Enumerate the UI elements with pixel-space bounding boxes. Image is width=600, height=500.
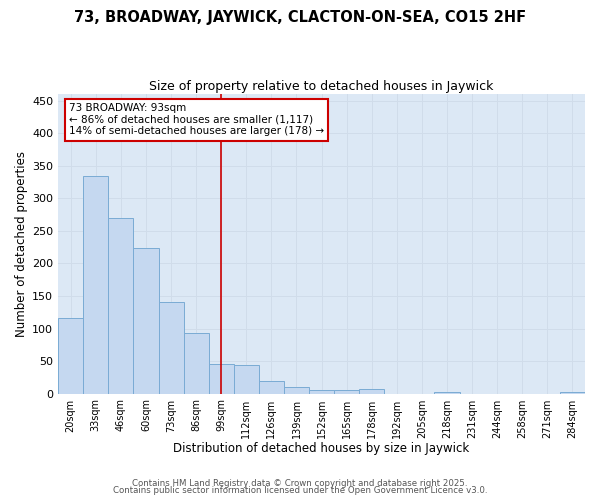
- Bar: [234, 365, 259, 394]
- Bar: [83, 176, 109, 394]
- Bar: [309, 390, 334, 394]
- Bar: [434, 392, 460, 394]
- Y-axis label: Number of detached properties: Number of detached properties: [15, 151, 28, 337]
- Text: 73 BROADWAY: 93sqm
← 86% of detached houses are smaller (1,117)
14% of semi-deta: 73 BROADWAY: 93sqm ← 86% of detached hou…: [68, 103, 324, 136]
- Bar: [184, 333, 209, 394]
- Bar: [359, 389, 384, 394]
- Bar: [133, 248, 158, 394]
- Title: Size of property relative to detached houses in Jaywick: Size of property relative to detached ho…: [149, 80, 494, 93]
- Bar: [284, 387, 309, 394]
- Bar: [259, 380, 284, 394]
- Text: Contains HM Land Registry data © Crown copyright and database right 2025.: Contains HM Land Registry data © Crown c…: [132, 478, 468, 488]
- Bar: [560, 392, 585, 394]
- Bar: [209, 364, 234, 394]
- X-axis label: Distribution of detached houses by size in Jaywick: Distribution of detached houses by size …: [173, 442, 470, 455]
- Bar: [158, 302, 184, 394]
- Text: 73, BROADWAY, JAYWICK, CLACTON-ON-SEA, CO15 2HF: 73, BROADWAY, JAYWICK, CLACTON-ON-SEA, C…: [74, 10, 526, 25]
- Bar: [58, 318, 83, 394]
- Text: Contains public sector information licensed under the Open Government Licence v3: Contains public sector information licen…: [113, 486, 487, 495]
- Bar: [334, 390, 359, 394]
- Bar: [109, 218, 133, 394]
